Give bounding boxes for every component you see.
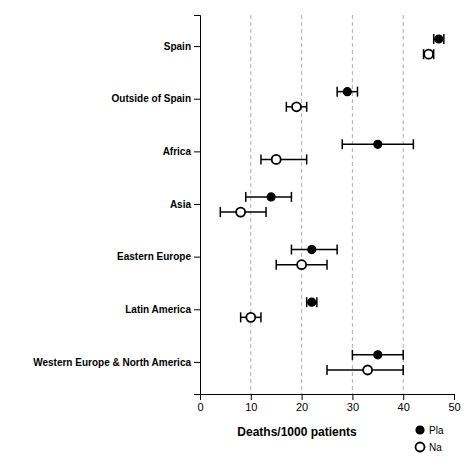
- error-cap: [357, 87, 359, 97]
- error-cap: [402, 365, 404, 375]
- y-tick-label: Africa: [163, 146, 192, 157]
- point: [343, 88, 351, 96]
- x-tick: 10: [245, 394, 257, 413]
- y-tick-mark: [194, 309, 200, 310]
- error-cap: [336, 87, 338, 97]
- point: [374, 140, 382, 148]
- y-tick: Latin America: [125, 304, 200, 315]
- grid-line: [403, 15, 404, 394]
- y-tick-label: Asia: [170, 199, 192, 210]
- x-tick-label: 30: [347, 401, 359, 413]
- grid: [251, 15, 403, 394]
- x-tick-mark: [352, 394, 353, 400]
- error-cap: [402, 350, 404, 360]
- error-cap: [260, 154, 262, 164]
- y-tick-label: Eastern Europe: [117, 251, 191, 262]
- error-cap: [291, 192, 293, 202]
- y-tick: Outside of Spain: [112, 93, 200, 104]
- error-cap: [245, 192, 247, 202]
- x-tick-mark: [403, 394, 404, 400]
- point: [374, 351, 382, 359]
- y-axis-line: [194, 16, 201, 395]
- plot: 0 10 20 30 40 50 Western Europe & North Americ…: [33, 15, 460, 413]
- error-cap: [326, 365, 328, 375]
- point: [267, 193, 275, 201]
- x-tick-label: 50: [448, 401, 460, 413]
- error-cap: [326, 260, 328, 270]
- y-tick: Western Europe & North America: [33, 357, 200, 368]
- x-tick-label: 40: [398, 401, 410, 413]
- y-axis: Western Europe & North America Latin Amer…: [33, 16, 200, 395]
- y-tick-mark: [194, 362, 200, 363]
- grid-line: [301, 15, 302, 394]
- point: [272, 155, 281, 164]
- x-tick: 20: [296, 394, 308, 413]
- y-tick-mark: [194, 204, 200, 205]
- y-tick-mark: [194, 46, 200, 47]
- x-axis-line: [201, 395, 455, 401]
- grid-line: [352, 15, 353, 394]
- point: [292, 102, 301, 111]
- y-tick-label: Outside of Spain: [112, 93, 191, 104]
- point: [236, 208, 245, 217]
- legend-label: Pla: [429, 425, 444, 436]
- point: [308, 246, 316, 254]
- error-cap: [260, 312, 262, 322]
- error-cap: [336, 245, 338, 255]
- error-cap: [220, 207, 222, 217]
- y-tick-label: Latin America: [125, 304, 191, 315]
- error-cap: [306, 102, 308, 112]
- error-bar: [261, 159, 307, 161]
- y-tick: Asia: [170, 199, 200, 210]
- legend-item: Pla: [416, 425, 444, 436]
- y-tick-mark: [194, 257, 200, 258]
- y-tick: Eastern Europe: [117, 251, 200, 262]
- x-axis-title: Deaths/1000 patients: [237, 425, 357, 439]
- error-cap: [341, 139, 343, 149]
- legend-symbol: [416, 443, 425, 452]
- point: [297, 260, 306, 269]
- point: [435, 35, 443, 43]
- x-tick: 30: [347, 394, 359, 413]
- error-cap: [352, 350, 354, 360]
- y-tick-label: Spain: [164, 41, 191, 52]
- error-cap: [306, 154, 308, 164]
- x-tick: 40: [398, 394, 410, 413]
- point: [246, 313, 255, 322]
- y-tick-label: Western Europe & North America: [33, 357, 191, 368]
- error-cap: [291, 245, 293, 255]
- series: [220, 49, 433, 375]
- point: [424, 50, 433, 59]
- marks: [220, 34, 444, 375]
- x-tick-label: 0: [197, 401, 203, 413]
- legend-label: Na: [429, 442, 442, 453]
- error-cap: [413, 139, 415, 149]
- legend: Pla Na: [416, 425, 444, 453]
- point: [363, 365, 372, 374]
- legend-item: Na: [416, 442, 443, 453]
- legend-symbol: [416, 426, 424, 434]
- x-tick-mark: [454, 394, 455, 400]
- x-tick: 0: [197, 394, 203, 413]
- chart: 0 10 20 30 40 50 Western Europe & North Americ…: [0, 0, 474, 474]
- error-cap: [286, 102, 288, 112]
- x-tick: 50: [448, 394, 460, 413]
- error-cap: [275, 260, 277, 270]
- series: [246, 34, 444, 360]
- error-cap: [265, 207, 267, 217]
- x-axis: 0 10 20 30 40 50: [197, 394, 460, 413]
- grid-line: [250, 15, 251, 394]
- y-tick-mark: [194, 99, 200, 100]
- x-tick-mark: [302, 394, 303, 400]
- y-tick: Africa: [163, 146, 200, 157]
- point: [308, 298, 316, 306]
- x-tick-label: 20: [296, 401, 308, 413]
- error-cap: [240, 312, 242, 322]
- x-tick-label: 10: [245, 401, 257, 413]
- x-tick-mark: [251, 394, 252, 400]
- y-tick: Spain: [164, 41, 200, 52]
- y-tick-mark: [194, 151, 200, 152]
